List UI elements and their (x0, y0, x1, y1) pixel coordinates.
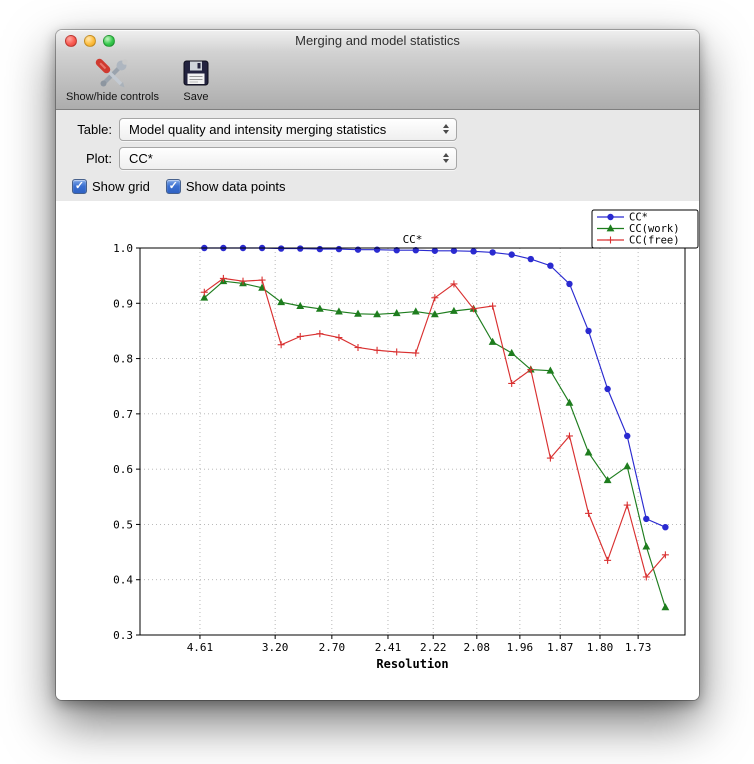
show-data-points-label: Show data points (185, 179, 286, 194)
x-tick-label: 1.96 (507, 641, 534, 654)
show-hide-controls-button[interactable]: Show/hide controls (66, 55, 159, 103)
plot-select-value: CC* (129, 151, 153, 166)
x-axis-label: Resolution (376, 657, 448, 671)
x-tick-label: 2.08 (464, 641, 491, 654)
show-data-points-option: ✓ Show data points (165, 179, 286, 194)
toolbar: Show/hide controls Save (56, 52, 699, 110)
x-tick-label: 2.41 (375, 641, 402, 654)
show-grid-option: ✓ Show grid (72, 179, 150, 194)
controls-panel: Table: Model quality and intensity mergi… (56, 110, 699, 200)
window-title: Merging and model statistics (295, 33, 460, 48)
plot-legend: CC*CC(work)CC(free) (591, 209, 699, 249)
y-tick-label: 0.4 (113, 574, 133, 587)
chart-title: CC* (403, 233, 423, 246)
save-icon (183, 60, 209, 85)
toolbar-item-label: Save (183, 91, 209, 103)
x-tick-label: 3.20 (262, 641, 289, 654)
traffic-lights (65, 35, 115, 47)
y-tick-label: 0.6 (113, 463, 133, 476)
x-tick-label: 1.80 (587, 641, 614, 654)
legend-label: CC* (629, 212, 648, 224)
tools-icon (96, 58, 129, 88)
y-tick-label: 0.8 (113, 353, 133, 366)
plot-figure: 1.0 0.9 0.8 0.7 0.6 0.5 0.4 0.3 4.61 3.20 2.70 2.41… (56, 201, 699, 700)
show-grid-label: Show grid (92, 179, 150, 194)
x-tick-label: 4.61 (187, 641, 214, 654)
table-select-value: Model quality and intensity merging stat… (129, 122, 387, 137)
legend-label: CC(work) (629, 223, 680, 235)
toolbar-item-label: Show/hide controls (66, 91, 159, 103)
minimize-button[interactable] (84, 35, 96, 47)
plot-label: Plot: (85, 151, 112, 166)
series-cc-work- (200, 276, 670, 611)
x-tick-label: 2.22 (420, 641, 447, 654)
plot-select[interactable]: CC* (119, 147, 457, 170)
zoom-button[interactable] (103, 35, 115, 47)
y-tick-label: 0.7 (113, 408, 133, 421)
x-tick-label: 1.87 (547, 641, 574, 654)
save-button[interactable]: Save (183, 55, 209, 103)
y-tick-label: 1.0 (113, 242, 133, 255)
legend-label: CC(free) (629, 235, 680, 247)
chart-svg: 1.0 0.9 0.8 0.7 0.6 0.5 0.4 0.3 4.61 3.20 2.70 2.41… (113, 209, 699, 671)
show-grid-checkbox[interactable]: ✓ (72, 179, 87, 194)
combobox-arrows-icon (443, 153, 449, 163)
table-select[interactable]: Model quality and intensity merging stat… (119, 118, 457, 141)
series-cc-free- (200, 274, 669, 581)
x-tick-label: 1.73 (625, 641, 652, 654)
app-window: Merging and model statistics Show/hide c… (56, 30, 699, 700)
titlebar[interactable]: Merging and model statistics (56, 30, 699, 52)
show-data-points-checkbox[interactable]: ✓ (165, 179, 181, 194)
y-tick-label: 0.5 (113, 518, 133, 531)
close-button[interactable] (65, 35, 77, 47)
table-label: Table: (77, 122, 112, 137)
y-tick-label: 0.9 (113, 297, 133, 310)
y-tick-label: 0.3 (113, 629, 133, 642)
combobox-arrows-icon (443, 124, 449, 134)
x-tick-label: 2.70 (319, 641, 346, 654)
